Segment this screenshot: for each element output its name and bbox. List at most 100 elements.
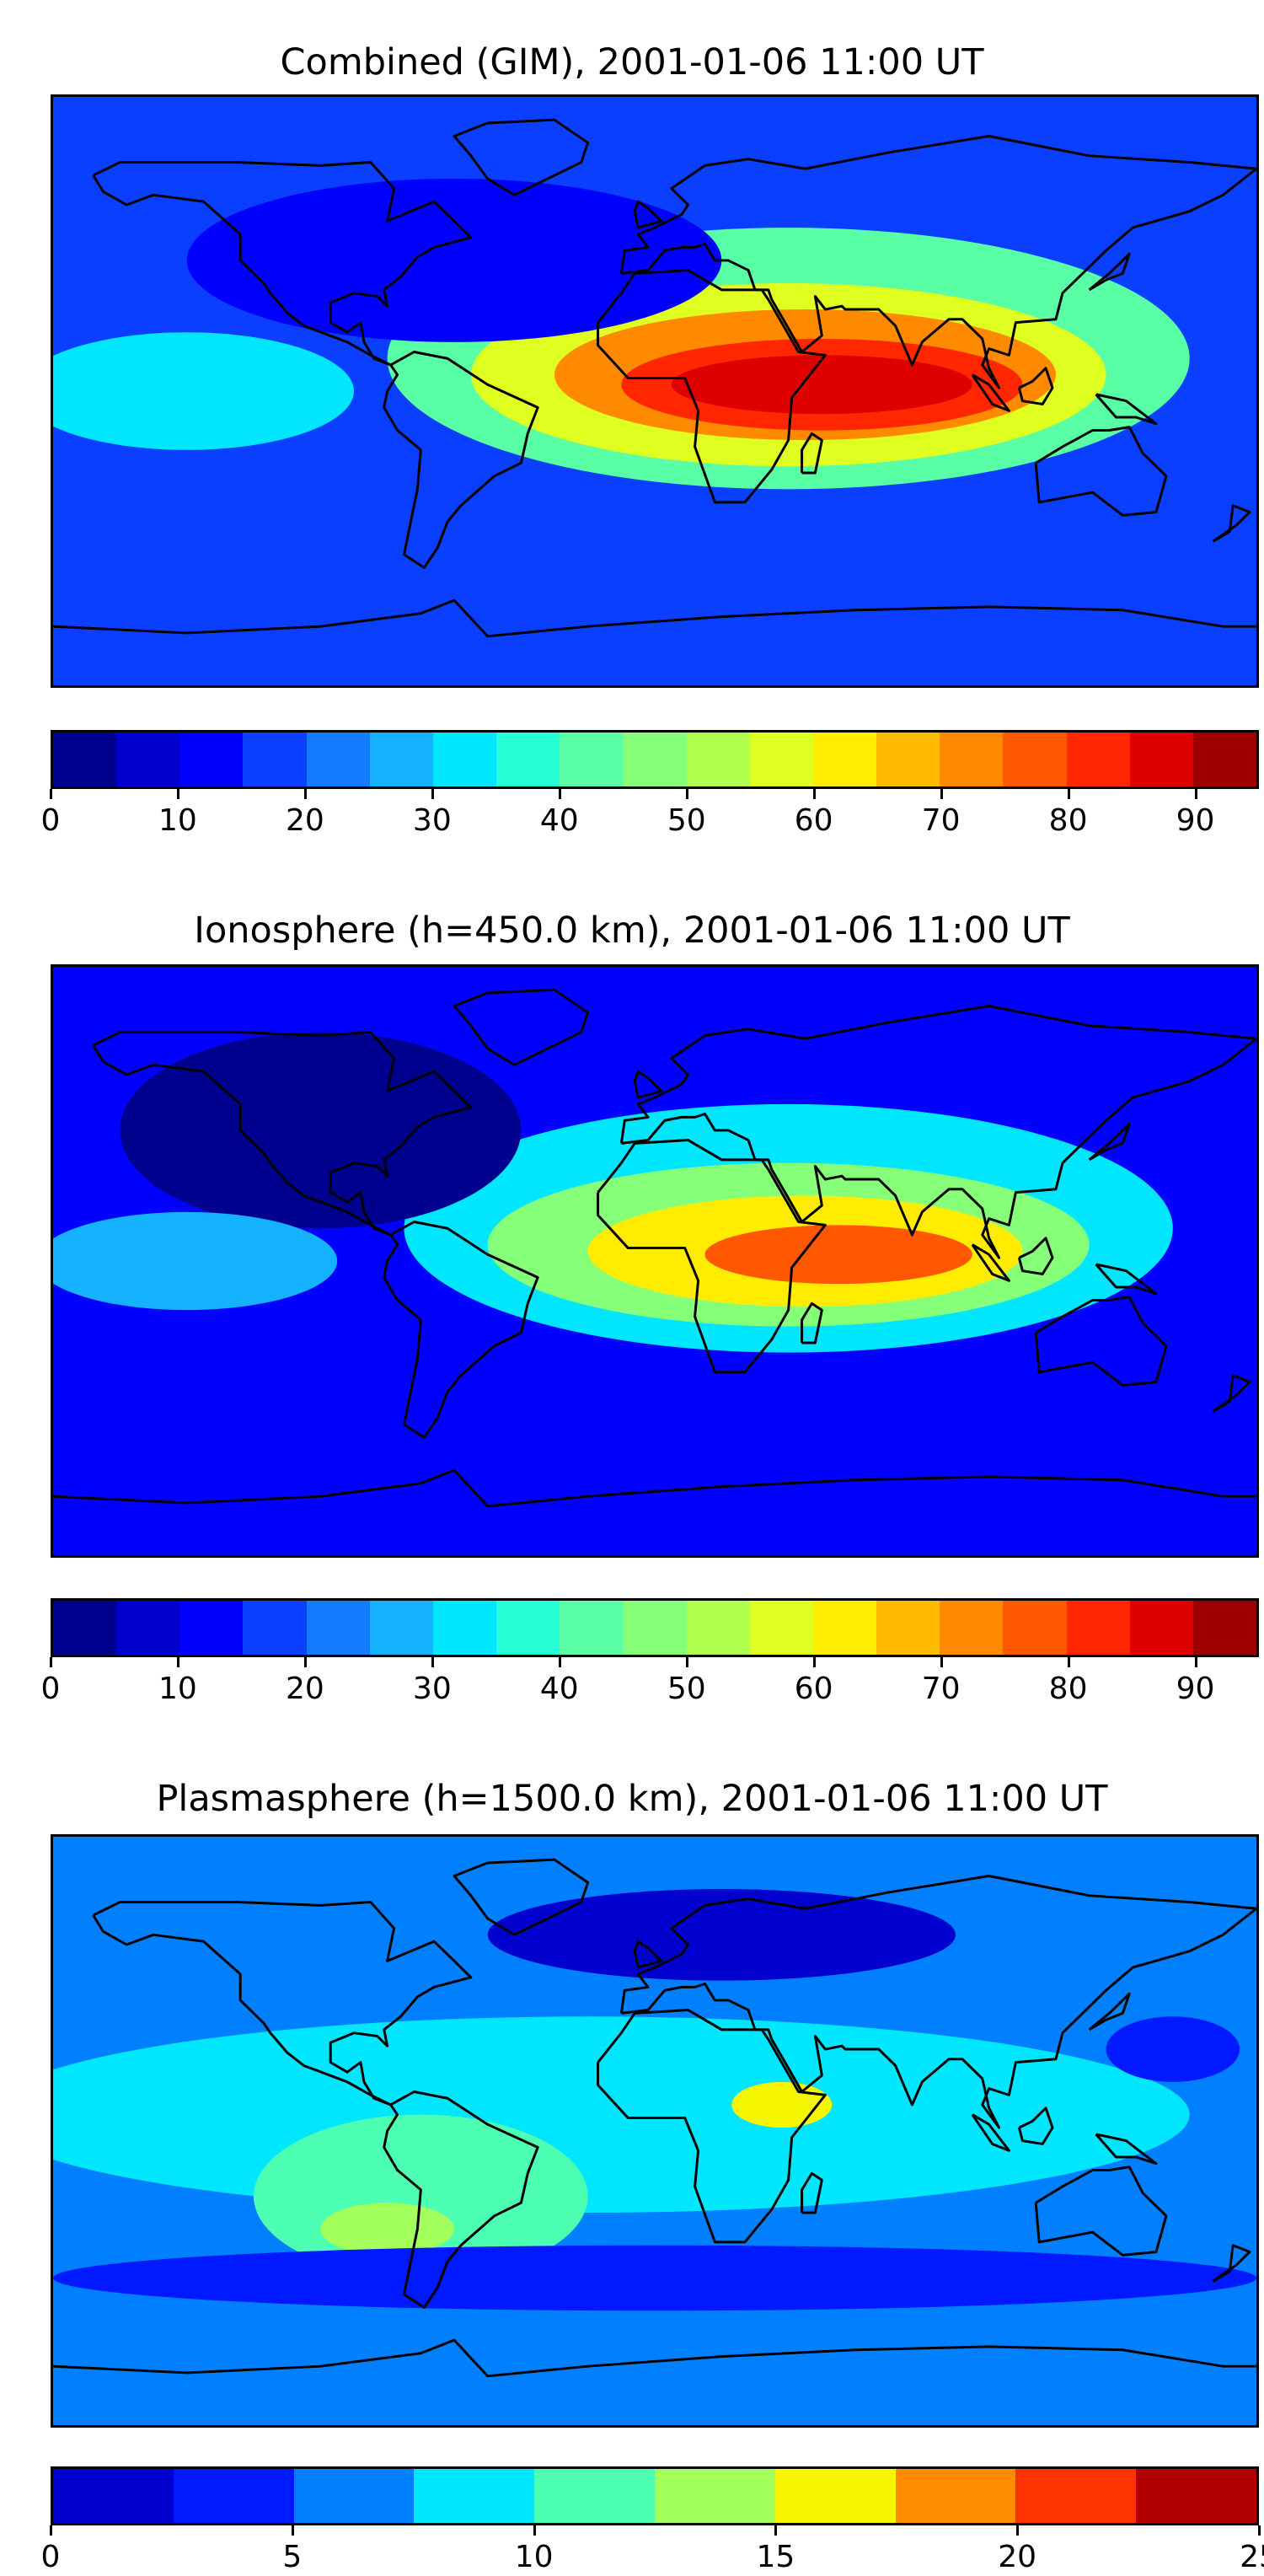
map-frame: [51, 1834, 1259, 2428]
colorbar-tick-label: 50: [667, 1672, 706, 1706]
colorbar-tick-label: 10: [158, 1672, 197, 1706]
colorbar-segment: [774, 2469, 896, 2523]
colorbar-segment: [623, 1601, 687, 1655]
coastline: [1095, 1263, 1158, 1296]
colorbar-tick-mark: [50, 2525, 52, 2536]
tec-contour-region: [120, 1032, 522, 1229]
colorbar-tick-label: 20: [998, 2540, 1037, 2574]
colorbar-tick-mark: [1067, 1657, 1070, 1667]
coastline: [801, 1301, 823, 1344]
coastline: [53, 598, 1256, 638]
coastline: [633, 200, 663, 229]
coastline: [597, 269, 827, 504]
colorbar-ticks: 0 10 20 30 40 50 60 70 80 90: [41, 1657, 1259, 1708]
tec-contour-region: [320, 2203, 454, 2256]
coastline: [619, 135, 1256, 389]
coastline: [453, 1858, 590, 1936]
colorbar-tick-mark: [558, 789, 561, 799]
coastline: [92, 161, 473, 367]
tec-contour-region: [704, 1225, 972, 1285]
colorbar-segment: [534, 2469, 655, 2523]
colorbar-segment: [432, 1601, 497, 1655]
coastline: [1088, 1992, 1131, 2031]
colorbar: [51, 730, 1259, 789]
colorbar-segment: [369, 733, 433, 786]
colorbar-segment: [1015, 2469, 1137, 2523]
colorbar-tick-label: 20: [285, 1672, 324, 1706]
colorbar-segment: [1192, 733, 1256, 786]
coastline: [1212, 2244, 1251, 2283]
coastline: [633, 1070, 663, 1099]
world-map-tec: [53, 967, 1256, 1555]
colorbar-segment: [53, 1601, 117, 1655]
map-title: Combined (GIM), 2001-01-06 11:00 UT: [280, 41, 984, 83]
colorbar-tick-mark: [303, 1657, 307, 1667]
colorbar-segment: [243, 733, 307, 786]
colorbar-segment: [1066, 733, 1130, 786]
colorbar-segment: [623, 733, 687, 786]
colorbar-tick-label: 90: [1176, 803, 1215, 838]
colorbar-tick-label: 60: [794, 803, 833, 838]
colorbar-segment: [432, 733, 497, 786]
tec-contour-region: [53, 332, 354, 450]
colorbar-segment: [1192, 1601, 1256, 1655]
colorbar-tick-label: 30: [412, 1672, 452, 1706]
coastline: [619, 1875, 1256, 2129]
world-map-tec: [53, 97, 1256, 685]
colorbar-segment: [1136, 2469, 1256, 2523]
world-map-tec: [53, 1837, 1256, 2425]
coastline: [971, 1243, 1010, 1282]
colorbar-segment: [895, 2469, 1016, 2523]
colorbar-tick-label: 30: [412, 803, 452, 838]
colorbar-segment: [560, 1601, 624, 1655]
colorbar-tick-mark: [431, 789, 434, 799]
coastline: [1034, 2165, 1168, 2257]
colorbar-tick-mark: [303, 789, 307, 799]
coastline: [1095, 393, 1158, 426]
map-frame: [51, 964, 1259, 1558]
colorbar-segment: [876, 1601, 940, 1655]
colorbar-tick-mark: [533, 2525, 536, 2536]
coastline: [633, 1940, 663, 1969]
colorbar-segment: [53, 733, 117, 786]
colorbar-tick-mark: [940, 789, 943, 799]
colorbar-tick-mark: [812, 1657, 816, 1667]
coastline: [1088, 1122, 1131, 1162]
coastline: [1212, 504, 1251, 543]
colorbar-segment: [654, 2469, 775, 2523]
colorbar-tick-label: 0: [40, 803, 61, 838]
coastline: [1017, 2106, 1054, 2145]
colorbar-segment: [1066, 1601, 1130, 1655]
colorbar-segment: [812, 1601, 877, 1655]
colorbar-tick-label: 5: [282, 2540, 303, 2574]
tec-contour-region: [671, 355, 972, 415]
colorbar-tick-mark: [1016, 2525, 1020, 2536]
colorbar-segment: [369, 1601, 433, 1655]
coastline: [1017, 367, 1054, 405]
coastline: [1088, 252, 1131, 292]
colorbar-tick-mark: [1067, 789, 1070, 799]
colorbar-segment: [686, 733, 750, 786]
coastline: [383, 351, 539, 569]
colorbar-segment: [53, 2469, 174, 2523]
map-title: Plasmasphere (h=1500.0 km), 2001-01-06 1…: [156, 1778, 1108, 1820]
colorbar-tick-label: 0: [40, 1672, 61, 1706]
colorbar-tick-mark: [1194, 1657, 1197, 1667]
colorbar-segment: [179, 1601, 244, 1655]
coastline: [597, 1139, 827, 1374]
colorbar-segment: [496, 733, 560, 786]
coastline: [971, 373, 1010, 412]
colorbar-segment: [293, 2469, 415, 2523]
coastline: [53, 1468, 1256, 1508]
colorbar-segment: [1003, 733, 1067, 786]
colorbar: [51, 2466, 1259, 2525]
colorbar: [51, 1598, 1259, 1657]
colorbar-tick-mark: [940, 1657, 943, 1667]
colorbar-segment: [560, 733, 624, 786]
colorbar-tick-mark: [50, 1657, 52, 1667]
map-title: Ionosphere (h=450.0 km), 2001-01-06 11:0…: [194, 910, 1070, 952]
coastline: [1034, 426, 1168, 517]
colorbar-tick-label: 20: [285, 803, 324, 838]
colorbar-ticks: 0 5 10 15 20 25: [41, 2525, 1264, 2576]
colorbar-segment: [306, 733, 370, 786]
